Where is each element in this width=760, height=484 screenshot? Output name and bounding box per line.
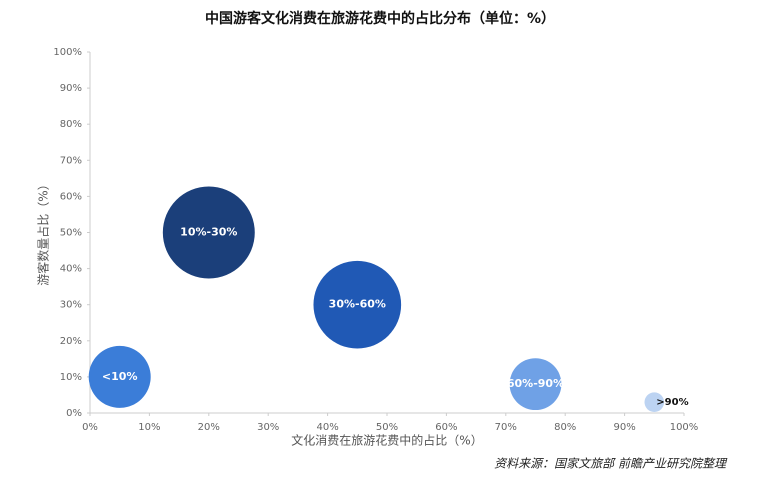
bubble-label: 60%-90% (507, 377, 564, 390)
x-tick-label: 40% (316, 422, 338, 433)
x-tick-label: 0% (82, 422, 98, 433)
chart-title: 中国游客文化消费在旅游花费中的占比分布（单位：%） (205, 10, 555, 27)
bubble (162, 186, 255, 279)
x-tick-label: 70% (495, 422, 517, 433)
x-tick-label: 20% (198, 422, 220, 433)
bubble (509, 358, 562, 411)
x-tick-label: 10% (138, 422, 160, 433)
bubble (88, 345, 151, 408)
bubble-label: 10%-30% (180, 226, 237, 239)
y-tick-label: 40% (60, 264, 82, 275)
y-tick-label: 60% (60, 191, 82, 202)
y-tick-label: 100% (53, 47, 82, 58)
y-tick-label: 50% (60, 228, 82, 239)
x-tick-label: 90% (613, 422, 635, 433)
bubble (644, 392, 665, 412)
source-note: 资料来源：国家文旅部 前瞻产业研究院整理 (494, 457, 728, 471)
y-tick-label: 20% (60, 336, 82, 347)
bubble-label: <10% (102, 370, 138, 383)
x-tick-label: 60% (435, 422, 457, 433)
bubble-label: >90% (656, 397, 688, 408)
x-axis-label: 文化消费在旅游花费中的占比（%） (291, 433, 482, 448)
y-tick-label: 10% (60, 372, 82, 383)
bubble (313, 260, 402, 349)
x-tick-label: 100% (670, 422, 699, 433)
y-tick-label: 30% (60, 300, 82, 311)
x-tick-label: 30% (257, 422, 279, 433)
bubble-label: 30%-60% (329, 298, 386, 311)
y-axis-label: 游客数量占比（%） (36, 178, 51, 285)
y-tick-label: 0% (66, 408, 82, 419)
y-tick-label: 80% (60, 119, 82, 130)
y-tick-label: 90% (60, 83, 82, 94)
y-tick-label: 70% (60, 155, 82, 166)
x-tick-label: 50% (376, 422, 398, 433)
x-tick-label: 80% (554, 422, 576, 433)
